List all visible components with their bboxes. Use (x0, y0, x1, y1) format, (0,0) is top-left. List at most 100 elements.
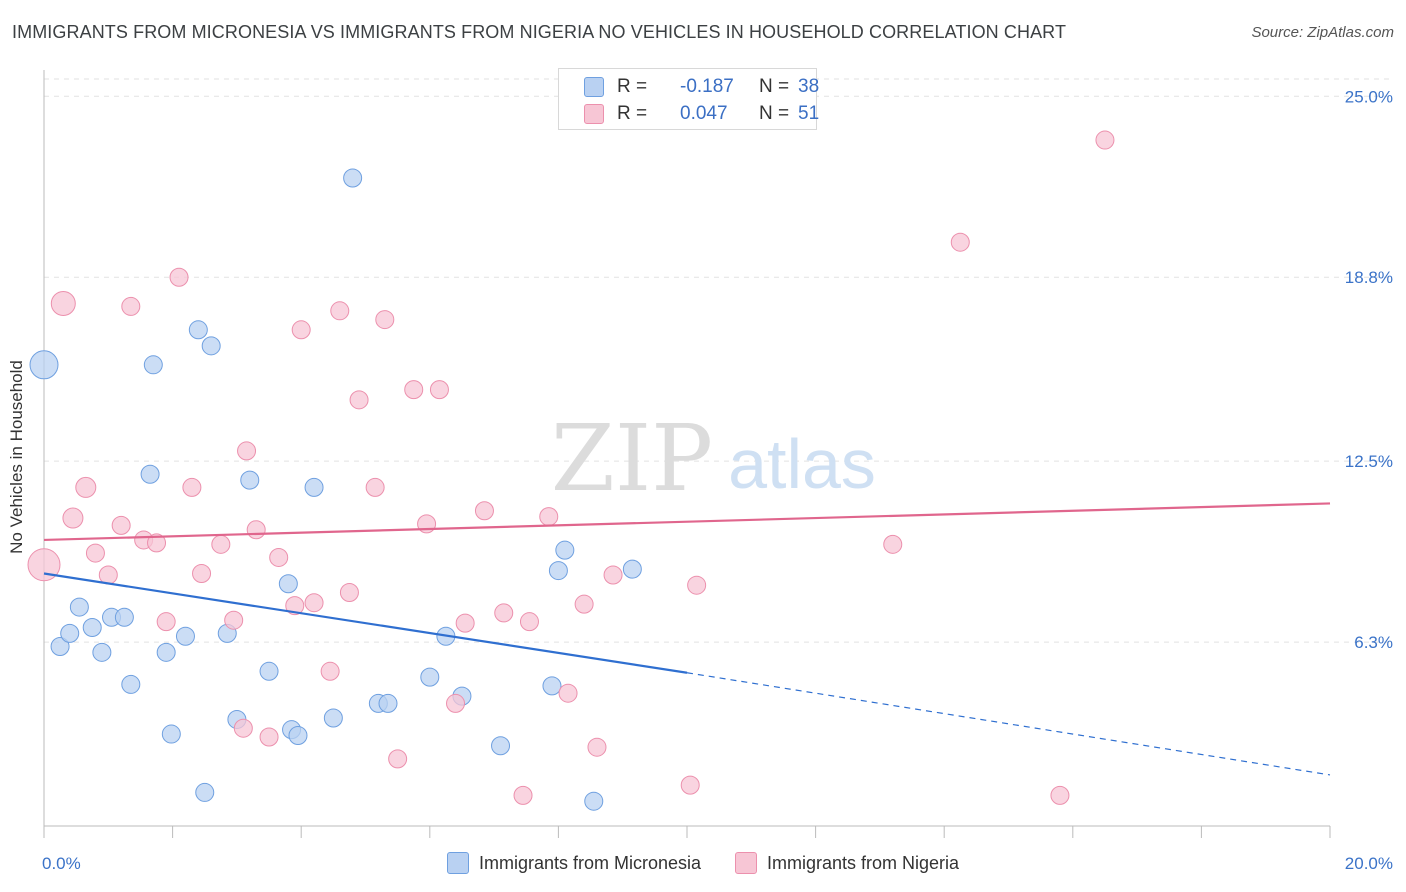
nigeria-point (883, 534, 903, 554)
nigeria-point (494, 603, 514, 623)
micronesia-point (50, 636, 70, 656)
nigeria-point (156, 612, 176, 632)
y-tick-labels: 6.3% 12.5% 18.8% 25.0% (1345, 87, 1393, 652)
nigeria-point (429, 380, 449, 400)
nigeria-point (446, 693, 466, 713)
nigeria-point (388, 749, 408, 769)
micronesia-point (156, 642, 176, 662)
nigeria-point (519, 612, 539, 632)
y-tick-label: 25.0% (1345, 87, 1393, 106)
x-tick-label: 0.0% (42, 854, 81, 873)
micronesia-point (188, 320, 208, 340)
micronesia-point (175, 626, 195, 646)
micronesia-point (259, 661, 279, 681)
nigeria-point (192, 564, 212, 584)
n-label: N = (759, 103, 790, 124)
nigeria-point (85, 543, 105, 563)
grid-lines (44, 78, 1392, 643)
nigeria-point (111, 515, 131, 535)
chart-title: IMMIGRANTS FROM MICRONESIA VS IMMIGRANTS… (12, 22, 1067, 42)
nigeria-point (558, 683, 578, 703)
y-tick-label: 6.3% (1354, 633, 1393, 652)
watermark-atlas: atlas (728, 425, 876, 503)
micronesia-point (622, 559, 642, 579)
micronesia-point (420, 667, 440, 687)
nigeria-point (121, 296, 141, 316)
micronesia-swatch (584, 77, 604, 97)
nigeria-point (169, 267, 189, 287)
micronesia-point (323, 708, 343, 728)
n-label: N = (759, 76, 790, 97)
micronesia-point (378, 693, 398, 713)
nigeria-point (62, 507, 84, 529)
nigeria-point (27, 548, 61, 582)
legend-item-micronesia[interactable]: Immigrants from Micronesia (446, 852, 701, 874)
nigeria-point (587, 737, 607, 757)
nigeria-point (687, 575, 707, 595)
nigeria-point (291, 320, 311, 340)
micronesia-point (195, 782, 215, 802)
nigeria-point (330, 301, 350, 321)
nigeria-point (455, 613, 475, 633)
nigeria-swatch (584, 104, 604, 124)
nigeria-point (246, 520, 266, 540)
nigeria-point (98, 565, 118, 585)
nigeria-point (233, 718, 253, 738)
nigeria-point (211, 534, 231, 554)
source-label: Source: ZipAtlas.com (1251, 24, 1394, 41)
nigeria-trend-line (43, 502, 1331, 542)
r-label: R = (617, 103, 648, 124)
x-tick-labels: 0.0% 20.0% (42, 854, 1393, 873)
nigeria-point (285, 596, 305, 616)
r-label: R = (617, 76, 648, 97)
micronesia-point (555, 540, 575, 560)
micronesia-point (304, 477, 324, 497)
micronesia-point (69, 597, 89, 617)
micronesia-point (542, 676, 562, 696)
nigeria-point (474, 501, 494, 521)
micronesia-point (240, 470, 260, 490)
micronesia-point (82, 618, 102, 638)
r-value: -0.187 (680, 76, 734, 97)
nigeria-point (237, 441, 257, 461)
legend-item-nigeria[interactable]: Immigrants from Nigeria (735, 852, 959, 874)
y-tick-label: 18.8% (1345, 268, 1393, 287)
n-value: 38 (798, 76, 820, 97)
y-tick-label: 12.5% (1345, 452, 1393, 471)
micronesia-trend-extension (686, 672, 1331, 776)
micronesia-point (29, 350, 59, 380)
nigeria-point (375, 310, 395, 330)
micronesia-point (288, 726, 308, 746)
nigeria-point (365, 477, 385, 497)
nigeria-point (950, 232, 970, 252)
y-axis-label: No Vehicles in Household (7, 360, 26, 554)
nigeria-point (50, 291, 76, 317)
data-points (27, 130, 1115, 811)
nigeria-point (259, 727, 279, 747)
nigeria-swatch (735, 852, 757, 874)
watermark-zip: ZIP (551, 405, 713, 512)
nigeria-point (539, 507, 559, 527)
micronesia-point (343, 168, 363, 188)
micronesia-trend-line (43, 572, 688, 674)
micronesia-point (584, 791, 604, 811)
nigeria-point (603, 565, 623, 585)
nigeria-point (513, 785, 533, 805)
watermark: ZIP atlas (551, 405, 876, 512)
nigeria-point (1050, 785, 1070, 805)
nigeria-point (349, 390, 369, 410)
micronesia-point (278, 574, 298, 594)
nigeria-point (680, 775, 700, 795)
micronesia-swatch (446, 852, 469, 874)
micronesia-point (121, 674, 141, 694)
nigeria-point (75, 476, 97, 498)
nigeria-point (320, 661, 340, 681)
micronesia-point (60, 623, 80, 643)
legend-label-nigeria: Immigrants from Nigeria (767, 852, 960, 873)
legend: Immigrants from Micronesia Immigrants fr… (0, 852, 1406, 874)
micronesia-point (161, 724, 181, 744)
nigeria-point (574, 594, 594, 614)
nigeria-point (182, 477, 202, 497)
micronesia-point (140, 464, 160, 484)
